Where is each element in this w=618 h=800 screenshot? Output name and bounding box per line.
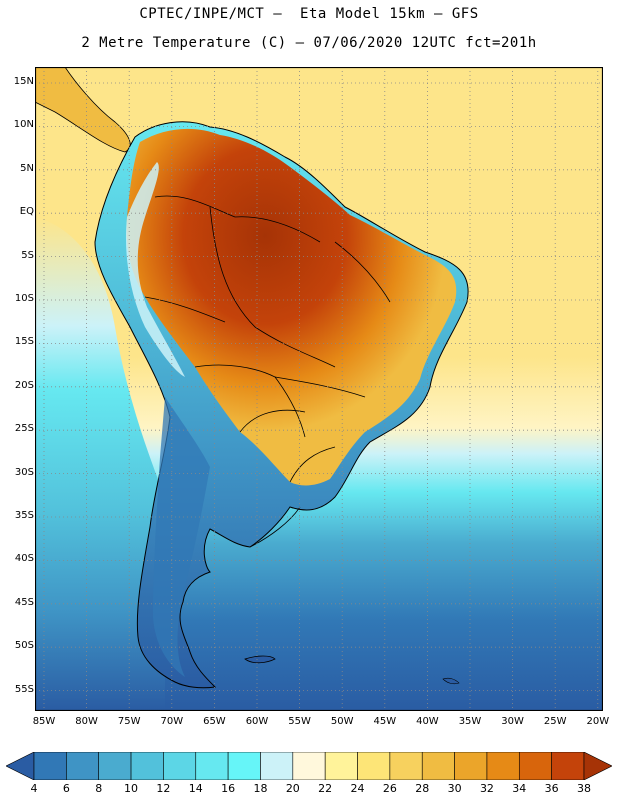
colorbar-label: 6: [62, 782, 70, 795]
lat-label: 5S: [21, 249, 34, 261]
lat-label: 55S: [14, 683, 34, 695]
lat-label: 45S: [14, 596, 34, 608]
colorbar-label: 18: [253, 782, 268, 795]
colorbar-swatch: [33, 752, 67, 780]
lon-label: 65W: [203, 716, 226, 727]
colorbar-label: 24: [350, 782, 365, 795]
colorbar-swatch: [130, 752, 164, 780]
colorbar-swatch: [195, 752, 229, 780]
colorbar-label: 20: [285, 782, 300, 795]
lon-label: 85W: [32, 716, 56, 727]
graticule: [35, 67, 603, 711]
colorbar-label: 26: [382, 782, 397, 795]
colorbar-swatch: [66, 752, 100, 780]
colorbar-swatch: [227, 752, 261, 780]
lon-label: 20W: [586, 716, 610, 727]
map-title-line1: CPTEC/INPE/MCT – Eta Model 15km – GFS: [139, 6, 479, 22]
pacific-area: [35, 217, 165, 711]
lat-label: EQ: [19, 206, 34, 218]
colorbar-label: 10: [124, 782, 139, 795]
map-title-line2: 2 Metre Temperature (C) – 07/06/2020 12U…: [81, 35, 537, 51]
lat-label: 40S: [14, 553, 34, 565]
colorbar-label: 14: [188, 782, 203, 795]
colorbar-arrow-low: [6, 752, 35, 780]
colorbar-label: 30: [447, 782, 462, 795]
colorbar-label: 38: [577, 782, 591, 795]
colorbar-swatch: [98, 752, 132, 780]
colorbar-swatch: [324, 752, 358, 780]
colorbar-label: 4: [30, 782, 38, 795]
lat-label: 15S: [14, 336, 34, 348]
lat-label: 10N: [13, 119, 34, 131]
colorbar-label: 8: [95, 782, 103, 795]
lat-label: 30S: [14, 466, 34, 478]
lon-label: 70W: [160, 716, 184, 727]
colorbar-label: 22: [318, 782, 333, 795]
map-frame: [35, 67, 603, 711]
colorbar-label: 32: [479, 782, 494, 795]
lon-label: 30W: [501, 716, 524, 727]
lat-label: 15N: [13, 76, 34, 87]
lon-label: 50W: [330, 716, 354, 727]
temperature-map: [35, 67, 603, 711]
colorbar-swatch: [163, 752, 197, 780]
colorbar-label: 28: [415, 782, 430, 795]
colorbar-label: 12: [156, 782, 171, 795]
colorbar-swatch: [292, 752, 326, 780]
colorbar-swatch: [486, 752, 520, 780]
lon-label: 25W: [543, 716, 567, 727]
lon-label: 75W: [117, 716, 141, 727]
lon-label: 55W: [288, 716, 311, 727]
colorbar-swatch: [389, 752, 423, 780]
colorbar-swatch: [454, 752, 488, 780]
lon-label: 60W: [245, 716, 269, 727]
lat-label: 35S: [14, 510, 34, 521]
lat-label: 10S: [14, 293, 34, 304]
hot-interior: [126, 128, 457, 486]
colorbar-label: 16: [221, 782, 236, 795]
lon-label: 80W: [75, 716, 98, 727]
country-borders: [144, 195, 391, 548]
colorbar-swatch: [260, 752, 294, 780]
lon-label: 40W: [416, 716, 439, 727]
lat-label: 25S: [14, 423, 34, 435]
lat-label: 5N: [20, 162, 34, 174]
lat-label: 50S: [14, 640, 34, 652]
colorbar-label: 36: [544, 782, 559, 795]
colorbar-swatch: [357, 752, 391, 780]
lat-label: 20S: [14, 379, 34, 391]
colorbar-label: 34: [512, 782, 527, 795]
colorbar-arrow-high: [583, 752, 612, 780]
lon-label: 45W: [373, 716, 397, 727]
colorbar-swatch: [518, 752, 552, 780]
lon-label: 35W: [458, 716, 482, 727]
colorbar-swatch: [421, 752, 455, 780]
colorbar: [6, 752, 612, 780]
colorbar-swatch: [551, 752, 585, 780]
